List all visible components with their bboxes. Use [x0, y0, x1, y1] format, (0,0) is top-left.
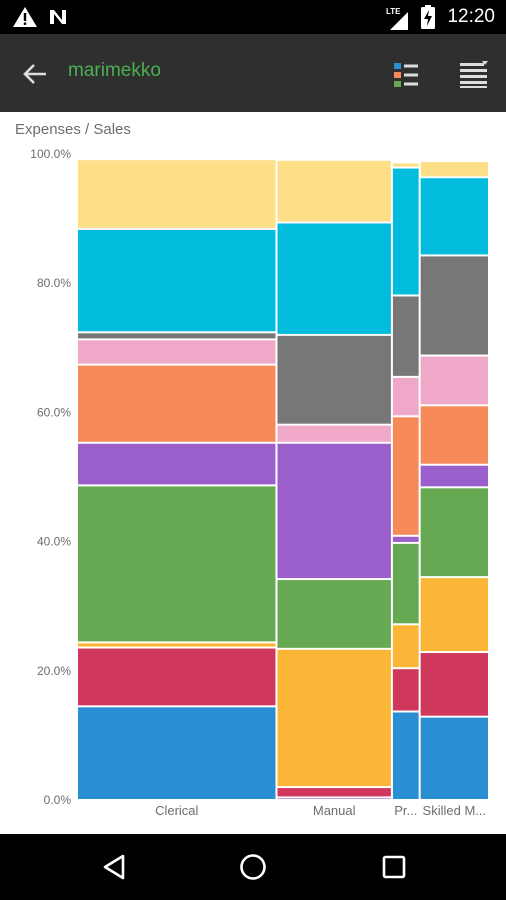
marimekko-segment[interactable] — [392, 163, 419, 167]
marimekko-segment[interactable] — [277, 335, 391, 424]
marimekko-column[interactable] — [277, 160, 391, 799]
chart-bars — [78, 160, 488, 799]
data-menu-icon[interactable] — [459, 61, 489, 89]
marimekko-segment[interactable] — [78, 486, 276, 642]
app-bar: marimekko — [0, 34, 506, 112]
marimekko-segment[interactable] — [78, 643, 276, 647]
marimekko-column[interactable] — [78, 160, 276, 799]
marimekko-segment[interactable] — [420, 406, 488, 464]
legend-list-icon[interactable] — [393, 62, 419, 88]
y-tick-label: 40.0% — [37, 535, 71, 549]
x-tick-label: Manual — [313, 803, 356, 818]
marimekko-segment[interactable] — [392, 377, 419, 416]
marimekko-segment[interactable] — [78, 707, 276, 799]
nav-back-icon[interactable] — [101, 853, 127, 881]
navigation-bar — [0, 834, 506, 900]
marimekko-segment[interactable] — [277, 443, 391, 579]
marimekko-segment[interactable] — [277, 160, 391, 222]
marimekko-segment[interactable] — [78, 160, 276, 228]
marimekko-segment[interactable] — [78, 340, 276, 364]
y-tick-label: 0.0% — [44, 793, 72, 807]
status-bar: LTE 12:20 — [0, 0, 506, 34]
marimekko-segment[interactable] — [392, 712, 419, 799]
x-axis: Clerical Manual Pr... Skilled M... — [155, 803, 486, 818]
y-tick-label: 20.0% — [37, 664, 71, 678]
marimekko-column[interactable] — [420, 162, 488, 799]
marimekko-segment[interactable] — [78, 333, 276, 339]
marimekko-segment[interactable] — [420, 256, 488, 355]
warning-icon — [13, 7, 37, 27]
y-tick-label: 60.0% — [37, 405, 71, 419]
x-tick-label: Skilled M... — [423, 803, 487, 818]
nav-home-icon[interactable] — [238, 852, 268, 882]
chart-area: Expenses / Sales 0.0% 20.0% 40.0% 60.0% 80.0… — [0, 112, 506, 834]
marimekko-segment[interactable] — [420, 178, 488, 255]
marimekko-segment[interactable] — [277, 649, 391, 787]
x-tick-label: Pr... — [394, 803, 417, 818]
marimekko-segment[interactable] — [277, 580, 391, 648]
marimekko-segment[interactable] — [420, 356, 488, 405]
marimekko-segment[interactable] — [78, 648, 276, 706]
marimekko-segment[interactable] — [277, 798, 391, 799]
marimekko-segment[interactable] — [392, 669, 419, 711]
x-tick-label: Clerical — [155, 803, 198, 818]
marimekko-column[interactable] — [392, 163, 419, 799]
app-title: marimekko — [68, 60, 161, 81]
marimekko-segment[interactable] — [277, 223, 391, 334]
marimekko-chart: 0.0% 20.0% 40.0% 60.0% 80.0% 100.0% Clerical M… — [30, 147, 488, 818]
battery-charging-icon — [421, 5, 435, 29]
marimekko-segment[interactable] — [78, 443, 276, 485]
marimekko-segment[interactable] — [420, 578, 488, 652]
marimekko-segment[interactable] — [277, 788, 391, 797]
status-time: 12:20 — [447, 6, 495, 27]
marimekko-segment[interactable] — [392, 543, 419, 624]
network-type-label: LTE — [386, 7, 401, 16]
arrow-back-icon[interactable] — [22, 62, 48, 86]
marimekko-segment[interactable] — [78, 365, 276, 442]
marimekko-segment[interactable] — [420, 653, 488, 716]
marimekko-segment[interactable] — [420, 488, 488, 577]
nav-recents-icon[interactable] — [381, 854, 407, 880]
signal-icon — [390, 12, 408, 30]
marimekko-segment[interactable] — [392, 296, 419, 376]
marimekko-segment[interactable] — [420, 465, 488, 487]
n-notification-icon — [50, 10, 66, 24]
marimekko-segment[interactable] — [392, 625, 419, 668]
y-tick-label: 100.0% — [30, 147, 71, 161]
marimekko-segment[interactable] — [392, 168, 419, 295]
marimekko-segment[interactable] — [392, 536, 419, 542]
marimekko-segment[interactable] — [277, 425, 391, 442]
marimekko-segment[interactable] — [78, 229, 276, 332]
y-tick-label: 80.0% — [37, 276, 71, 290]
chart-title: Expenses / Sales — [15, 121, 131, 138]
marimekko-segment[interactable] — [420, 162, 488, 177]
y-axis: 0.0% 20.0% 40.0% 60.0% 80.0% 100.0% — [30, 147, 71, 807]
marimekko-segment[interactable] — [392, 417, 419, 535]
marimekko-segment[interactable] — [420, 717, 488, 799]
